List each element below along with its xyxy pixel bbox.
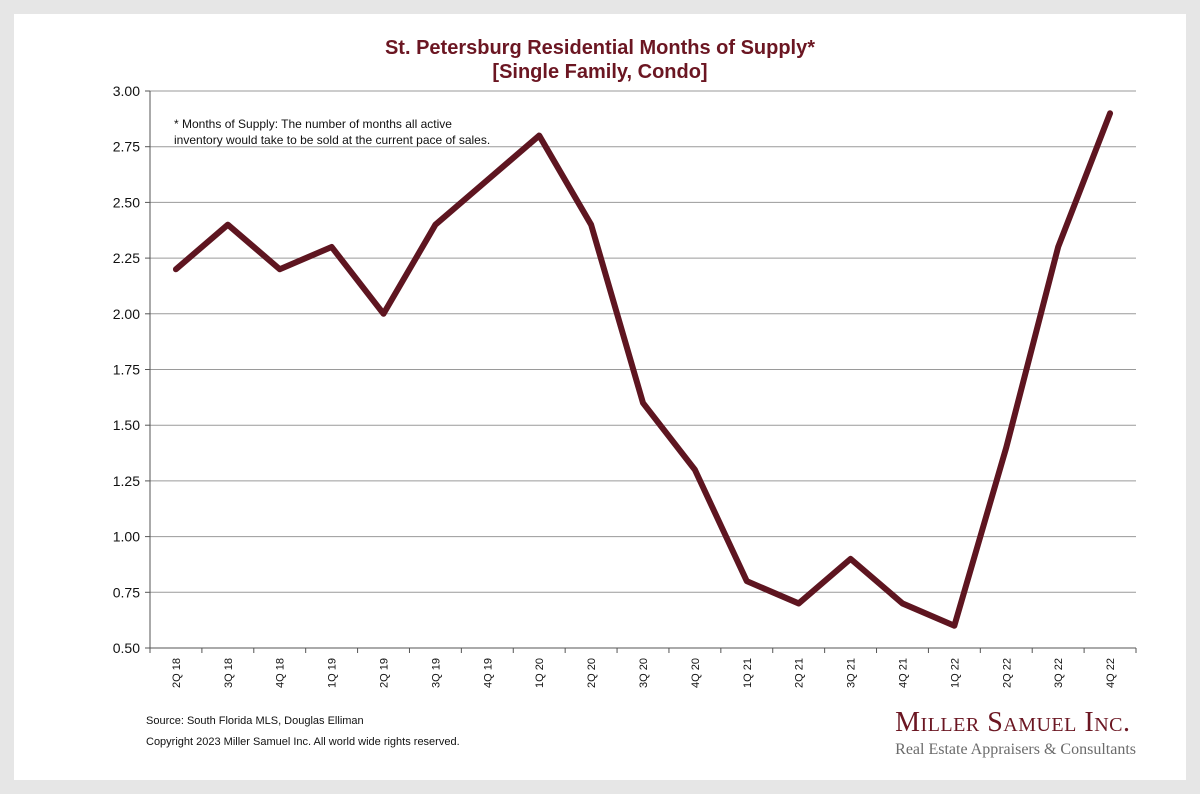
y-tick-label: 0.75 bbox=[113, 584, 140, 600]
data-point bbox=[279, 268, 281, 270]
data-point bbox=[227, 224, 229, 226]
x-tick-label: 1Q 20 bbox=[534, 658, 546, 688]
data-point bbox=[486, 179, 488, 181]
x-tick-labels: 2Q 18 3Q 18 4Q 18 1Q 19 2Q 19 3Q 19 4Q 19 1Q 20… bbox=[171, 658, 1117, 688]
data-point bbox=[434, 224, 436, 226]
data-point bbox=[331, 246, 333, 248]
data-point bbox=[1057, 246, 1059, 248]
y-tick-label: 2.00 bbox=[113, 306, 140, 322]
x-tick-label: 3Q 19 bbox=[430, 658, 442, 688]
chart-card: St. Petersburg Residential Months of Sup… bbox=[14, 14, 1186, 780]
data-point bbox=[850, 558, 852, 560]
y-tick-label: 2.75 bbox=[113, 139, 140, 155]
data-point bbox=[953, 625, 955, 627]
data-point bbox=[798, 602, 800, 604]
chart-title-block: St. Petersburg Residential Months of Sup… bbox=[14, 36, 1186, 84]
footnote: * Months of Supply: The number of months… bbox=[174, 116, 534, 148]
source-note: Source: South Florida MLS, Douglas Ellim… bbox=[146, 715, 364, 727]
chart-title: St. Petersburg Residential Months of Sup… bbox=[384, 37, 816, 59]
footnote-line-1: * Months of Supply: The number of months… bbox=[174, 117, 452, 131]
data-point bbox=[175, 268, 177, 270]
data-point bbox=[383, 313, 385, 315]
y-tick-label: 3.00 bbox=[113, 83, 140, 99]
data-point bbox=[538, 135, 540, 137]
x-tick-label: 3Q 21 bbox=[846, 658, 858, 688]
x-tick-label: 2Q 19 bbox=[379, 658, 391, 688]
data-point bbox=[1109, 112, 1111, 114]
series bbox=[172, 110, 1114, 629]
gridlines bbox=[150, 90, 1136, 649]
x-tick-label: 2Q 20 bbox=[586, 658, 598, 688]
footnote-line-2: inventory would take to be sold at the c… bbox=[174, 133, 491, 147]
y-tick-labels: 0.50 0.75 1.00 1.25 1.50 1.75 2.00 2.25 2.50 2.75… bbox=[113, 83, 140, 656]
x-tick-label: 3Q 18 bbox=[223, 658, 235, 688]
brand-tagline: Real Estate Appraisers & Consultants bbox=[895, 741, 1136, 758]
chart-subtitle: [Single Family, Condo] bbox=[492, 61, 708, 83]
data-point bbox=[694, 469, 696, 471]
axes bbox=[145, 90, 1137, 653]
x-tick-label: 1Q 19 bbox=[327, 658, 339, 688]
x-tick-label: 1Q 22 bbox=[949, 658, 961, 688]
x-tick-label: 4Q 18 bbox=[275, 658, 287, 688]
x-tick-label: 2Q 21 bbox=[794, 658, 806, 688]
brand-logo: Miller Samuel Inc. Real Estate Appraiser… bbox=[895, 708, 1136, 760]
data-point bbox=[901, 602, 903, 604]
line-chart: 0.50 0.75 1.00 1.25 1.50 1.75 2.00 2.25 2.50 2.75… bbox=[113, 83, 1137, 688]
y-tick-label: 2.50 bbox=[113, 194, 140, 210]
data-point bbox=[746, 580, 748, 582]
data-point bbox=[1005, 446, 1007, 448]
y-tick-label: 0.50 bbox=[113, 640, 140, 656]
x-tick-label: 4Q 20 bbox=[690, 658, 702, 688]
copyright-note: Copyright 2023 Miller Samuel Inc. All wo… bbox=[146, 736, 460, 748]
data-point bbox=[642, 402, 644, 404]
y-tick-label: 1.50 bbox=[113, 417, 140, 433]
x-tick-label: 3Q 20 bbox=[638, 658, 650, 688]
x-tick-label: 4Q 19 bbox=[482, 658, 494, 688]
data-point bbox=[590, 224, 592, 226]
y-tick-label: 1.00 bbox=[113, 529, 140, 545]
x-tick-label: 2Q 22 bbox=[1001, 658, 1013, 688]
x-tick-label: 1Q 21 bbox=[742, 658, 754, 688]
x-tick-label: 4Q 22 bbox=[1105, 658, 1117, 688]
x-tick-label: 3Q 22 bbox=[1053, 658, 1065, 688]
brand-name: Miller Samuel Inc. bbox=[895, 707, 1131, 738]
y-tick-label: 2.25 bbox=[113, 250, 140, 266]
x-tick-label: 4Q 21 bbox=[897, 658, 909, 688]
x-tick-label: 2Q 18 bbox=[171, 658, 183, 688]
y-tick-label: 1.75 bbox=[113, 362, 140, 378]
y-tick-label: 1.25 bbox=[113, 473, 140, 489]
